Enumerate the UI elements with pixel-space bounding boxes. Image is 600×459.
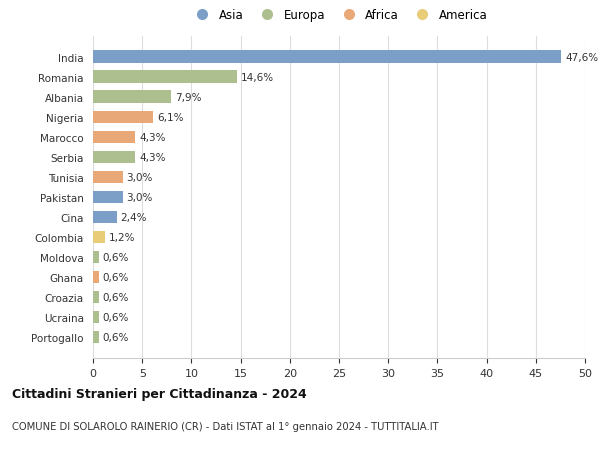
- Legend: Asia, Europa, Africa, America: Asia, Europa, Africa, America: [185, 4, 493, 27]
- Text: 0,6%: 0,6%: [103, 292, 129, 302]
- Text: 0,6%: 0,6%: [103, 252, 129, 262]
- Text: 7,9%: 7,9%: [175, 92, 201, 102]
- Bar: [93, 291, 99, 303]
- Bar: [93, 211, 116, 224]
- Bar: [93, 271, 99, 284]
- Text: 4,3%: 4,3%: [139, 133, 166, 142]
- Text: 14,6%: 14,6%: [241, 73, 274, 83]
- Bar: [93, 131, 136, 144]
- Bar: [93, 91, 171, 104]
- Text: 47,6%: 47,6%: [565, 52, 598, 62]
- Text: 0,6%: 0,6%: [103, 332, 129, 342]
- Text: 4,3%: 4,3%: [139, 152, 166, 162]
- Text: Cittadini Stranieri per Cittadinanza - 2024: Cittadini Stranieri per Cittadinanza - 2…: [12, 387, 307, 400]
- Bar: [93, 51, 562, 64]
- Bar: [93, 171, 122, 184]
- Bar: [93, 71, 236, 84]
- Text: 6,1%: 6,1%: [157, 112, 184, 123]
- Text: 3,0%: 3,0%: [127, 173, 153, 182]
- Text: 3,0%: 3,0%: [127, 192, 153, 202]
- Text: 2,4%: 2,4%: [121, 213, 147, 222]
- Bar: [93, 251, 99, 263]
- Bar: [93, 191, 122, 203]
- Text: 0,6%: 0,6%: [103, 312, 129, 322]
- Bar: [93, 311, 99, 324]
- Text: COMUNE DI SOLAROLO RAINERIO (CR) - Dati ISTAT al 1° gennaio 2024 - TUTTITALIA.IT: COMUNE DI SOLAROLO RAINERIO (CR) - Dati …: [12, 421, 439, 431]
- Bar: [93, 231, 105, 244]
- Text: 0,6%: 0,6%: [103, 272, 129, 282]
- Bar: [93, 111, 153, 123]
- Bar: [93, 331, 99, 343]
- Bar: [93, 151, 136, 163]
- Text: 1,2%: 1,2%: [109, 232, 135, 242]
